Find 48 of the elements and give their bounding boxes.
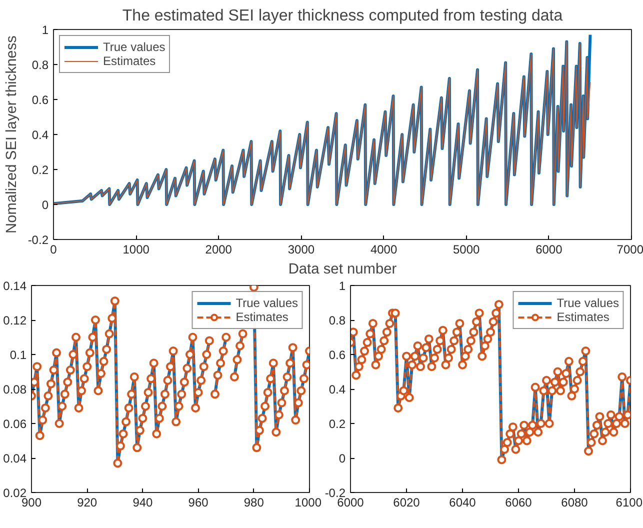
x-tick-label: 0 [50,242,58,256]
x-tick-label: 1000 [294,496,322,510]
x-tick-label: 900 [21,496,42,510]
y-tick-label: 0.4 [328,382,346,396]
x-tick-label: 5000 [453,242,480,256]
legend-label: Estimates [236,310,288,324]
y-axis-title: Nomalized SEI layer thickness [4,36,20,234]
x-tick-label: 6040 [449,496,476,510]
y-tick-label: 0.2 [32,163,49,177]
y-tick-label: 0.1 [10,348,27,362]
y-tick-label: 0 [42,198,49,212]
x-tick-label: 7000 [616,242,643,256]
x-tick-label: 6000 [337,496,364,510]
x-tick-label: 960 [188,496,209,510]
legend-label: True values [103,40,166,54]
y-tick-label: 0.4 [32,128,49,142]
legend-label: Estimates [103,54,156,68]
x-tick-label: 6000 [536,242,563,256]
y-tick-label: 0.12 [3,314,27,328]
x-tick-label: 6100 [616,496,643,510]
x-tick-label: 980 [244,496,264,510]
y-tick-label: 0.6 [328,348,346,362]
x-tick-label: 920 [77,496,98,510]
y-tick-label: -0.2 [28,233,49,247]
y-tick-label: 0.14 [3,279,27,293]
y-tick-label: 0.8 [32,58,49,72]
y-tick-label: 0.06 [3,417,27,431]
legend-label: True values [556,296,619,310]
x-tick-label: 3000 [288,242,315,256]
x-tick-label: 1000 [122,242,150,256]
y-tick-label: 0 [338,452,346,466]
x-tick-label: 4000 [370,242,398,256]
y-tick-label: 1 [42,23,49,37]
legend-label: Estimates [556,310,610,324]
y-tick-label: 1 [338,279,346,293]
y-tick-label: 0.8 [328,314,346,328]
x-tick-label: 2000 [205,242,232,256]
chart-title: The estimated SEI layer thickness computed from testing data [122,8,563,24]
y-tick-label: 0.6 [32,93,49,107]
x-tick-label: 6060 [505,496,532,510]
x-axis-title: Data set number [288,262,397,278]
x-tick-label: 940 [132,496,154,510]
y-tick-label: 0.2 [328,417,346,431]
y-tick-label: 0.08 [3,382,27,396]
y-tick-label: 0.04 [3,452,27,466]
legend-label: True values [236,296,298,310]
x-tick-label: 6020 [393,496,420,510]
x-tick-label: 6080 [561,496,588,510]
